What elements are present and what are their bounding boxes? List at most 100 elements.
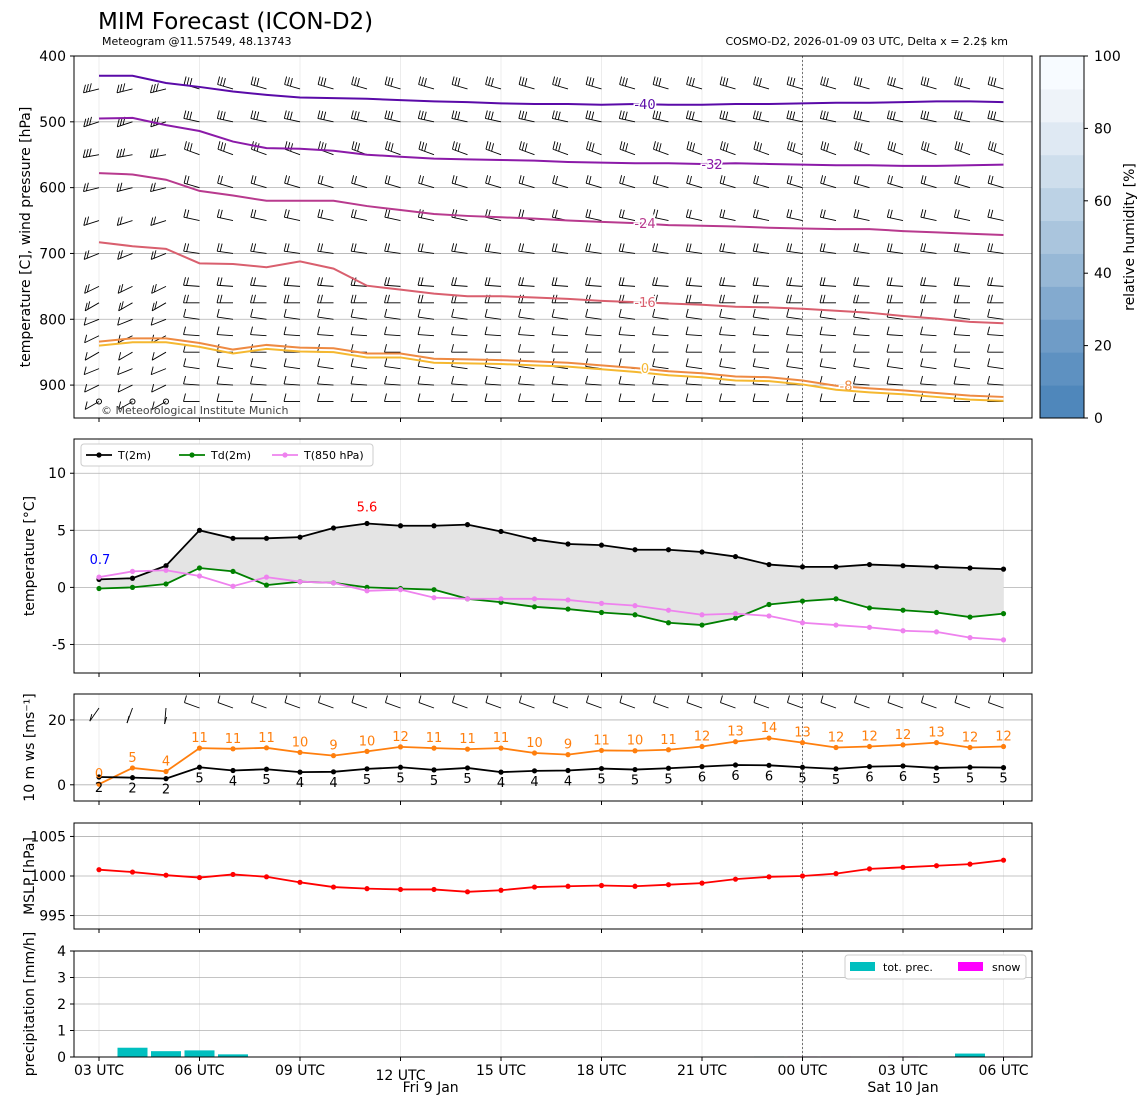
wind-barb <box>216 393 233 402</box>
series-point <box>1000 611 1007 617</box>
wind-barb-feather <box>719 209 723 218</box>
series-point <box>263 745 270 751</box>
wind-barb-feather <box>88 148 92 157</box>
wind-barb-feather <box>752 277 756 286</box>
wind-barb-feather <box>923 294 926 303</box>
wind-barb-staff <box>418 316 435 320</box>
wind-barb <box>183 110 200 123</box>
wind-barb-feather <box>85 148 89 158</box>
wind-barb-staff <box>686 118 703 123</box>
wind-barb-feather <box>484 344 488 353</box>
series-point <box>531 596 538 602</box>
series-point <box>96 574 102 580</box>
series-point <box>866 561 873 568</box>
series-point <box>330 769 337 775</box>
wind-barb <box>786 393 803 402</box>
wind-barb-feather <box>886 344 890 353</box>
wind-barb <box>417 344 434 353</box>
wind-barb <box>652 175 669 189</box>
isotherm-line <box>98 172 1004 237</box>
wind-barb-staff <box>619 250 636 254</box>
series-point <box>431 767 437 773</box>
series-point <box>397 764 404 770</box>
wind-barb-feather <box>652 209 656 218</box>
wind-barb-feather <box>959 78 963 87</box>
wind-barb-feather <box>186 142 190 151</box>
wind-barb-staff <box>686 316 703 320</box>
wind-barb <box>83 182 100 192</box>
wind-barb <box>551 243 569 254</box>
mean-wind-value-label: 2 <box>162 783 170 798</box>
surface-wind-barb-feather <box>887 695 891 703</box>
isotherm-label: -8 <box>840 380 853 395</box>
wind-barb-feather <box>752 243 756 252</box>
wind-barb-feather <box>317 175 321 184</box>
surface-wind-barb-staff <box>854 702 870 709</box>
wind-barb-feather <box>219 209 223 218</box>
wind-barb <box>886 277 904 287</box>
wind-barb <box>953 375 971 386</box>
surface-wind-barb <box>954 695 971 709</box>
y-tick-label: 5 <box>57 523 66 539</box>
wind-barb-feather <box>350 375 354 385</box>
wind-barb-feather <box>618 110 622 119</box>
wind-barb <box>921 141 937 156</box>
wind-barb-feather <box>151 352 155 361</box>
wind-barb <box>151 283 167 294</box>
wind-barb-staff <box>217 216 234 221</box>
wind-barb <box>752 326 770 337</box>
wind-barb-staff <box>418 148 435 156</box>
wind-barb-staff <box>786 216 803 221</box>
wind-barb-feather <box>283 308 287 318</box>
wind-barb <box>317 393 334 402</box>
wind-barb-feather <box>521 77 525 86</box>
wind-barb <box>886 358 904 370</box>
wind-barb-feather <box>120 250 123 259</box>
surface-wind-barb-staff <box>351 702 368 709</box>
wind-barb-feather <box>856 77 860 86</box>
y-tick-label: 500 <box>39 115 66 131</box>
wind-barb <box>350 294 367 304</box>
wind-barb-feather <box>484 110 488 119</box>
wind-barb-staff <box>150 187 167 192</box>
wind-barb-feather <box>685 358 689 367</box>
series-point <box>163 581 169 587</box>
wind-barb <box>518 326 535 337</box>
wind-barb-staff <box>351 383 368 386</box>
wind-barb <box>920 76 937 90</box>
gust-value-label: 12 <box>694 730 711 745</box>
calm-wind-circle <box>96 398 102 405</box>
wind-barb-feather <box>418 76 422 85</box>
wind-barb <box>84 334 100 344</box>
mean-wind-value-label: 5 <box>631 774 639 789</box>
y-tick-label: 800 <box>39 312 66 328</box>
series-point <box>833 622 839 628</box>
colorbar-tick-label: 80 <box>1094 121 1112 137</box>
wind-barb-feather <box>150 366 154 375</box>
wind-barb-staff <box>753 250 770 254</box>
wind-barb-staff <box>485 316 502 320</box>
x-tick-label: 12 UTC <box>375 1068 425 1084</box>
wind-barb-feather <box>82 149 86 158</box>
wind-barb-feather <box>956 243 960 252</box>
wind-barb-feather <box>351 141 355 150</box>
series-point <box>598 882 605 889</box>
wind-barb <box>685 393 702 402</box>
series-point <box>833 744 839 751</box>
series-point <box>263 535 270 541</box>
wind-barb-feather <box>216 110 220 119</box>
wind-barb-staff <box>786 182 803 189</box>
legend-label: snow <box>992 961 1020 974</box>
gust-value-label: 11 <box>660 733 677 748</box>
isotherm-line <box>98 337 1004 398</box>
wind-barb-feather <box>920 344 923 353</box>
wind-barb-feather <box>652 308 656 318</box>
wind-barb-feather <box>119 216 123 225</box>
wind-barb-feather <box>853 308 857 318</box>
wind-barb-feather <box>890 142 894 151</box>
surface-wind-barb <box>887 695 904 709</box>
wind-barb-feather <box>284 175 288 184</box>
wind-barb <box>350 375 368 386</box>
gust-value-label: 0 <box>95 767 103 782</box>
surface-wind-barb-feather <box>452 695 455 703</box>
